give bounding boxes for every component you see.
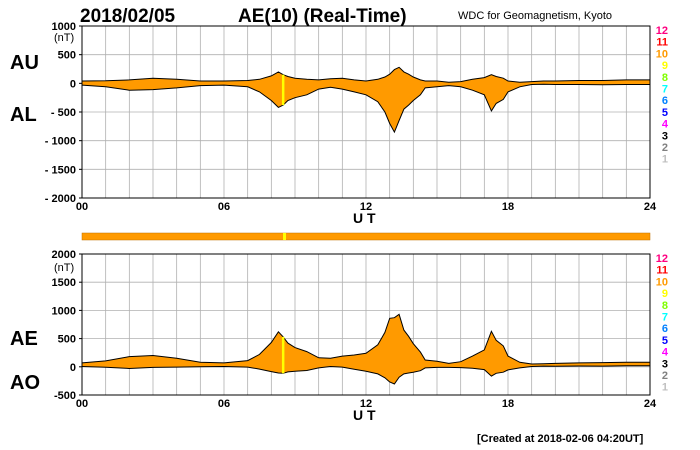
date-label: 2018/02/05	[80, 6, 176, 27]
au-label: AU	[10, 52, 39, 74]
top-station-number: 7	[662, 84, 668, 96]
top-ytick-label: 500	[58, 50, 76, 62]
top-station-number: 10	[656, 48, 668, 60]
status-bar-highlight	[283, 233, 286, 240]
bottom-series-ae-line	[81, 313, 650, 365]
top-series-al-line	[81, 83, 650, 134]
bottom-ytick-label: -500	[54, 390, 76, 402]
top-xtick-label: 12	[360, 201, 372, 213]
top-ytick-label: - 1500	[45, 164, 76, 176]
top-series-au-line	[81, 66, 650, 83]
top-ytick-label: - 500	[51, 107, 76, 119]
top-plot-frame	[81, 25, 651, 199]
bottom-xtick-label: 06	[218, 398, 230, 410]
bottom-xtick-label: 18	[502, 398, 514, 410]
bottom-area-fill	[82, 314, 650, 384]
chart-title: AE(10) (Real-Time)	[238, 6, 407, 27]
ao-label: AO	[10, 372, 40, 394]
top-station-number: 4	[662, 119, 669, 131]
bottom-unit-label: (nT)	[54, 262, 75, 274]
top-station-number: 9	[662, 60, 668, 72]
top-xtick-label: 18	[502, 201, 514, 213]
bottom-station-number: 9	[662, 288, 668, 300]
bottom-station-number: 4	[662, 347, 669, 359]
bottom-ytick-label: 1000	[52, 305, 76, 317]
bottom-station-number: 7	[662, 312, 668, 324]
bottom-station-number: 11	[656, 265, 668, 277]
bottom-station-number: 8	[662, 300, 668, 312]
bottom-station-number: 5	[662, 335, 668, 347]
top-unit-label: (nT)	[54, 32, 75, 44]
bottom-ytick-label: 2000	[52, 249, 76, 261]
ae-label: AE	[10, 328, 38, 350]
bottom-station-number: 2	[662, 370, 668, 382]
top-station-number: 12	[656, 25, 668, 37]
top-station-number: 5	[662, 107, 668, 119]
top-station-number: 8	[662, 72, 668, 84]
bottom-station-number: 10	[656, 276, 668, 288]
top-ytick-label: - 2000	[45, 193, 76, 205]
top-ytick-label: 0	[70, 78, 76, 90]
top-station-number: 3	[662, 130, 668, 142]
bottom-station-number: 12	[656, 253, 668, 265]
bottom-xtick-label: 00	[76, 398, 88, 410]
top-xtick-label: 00	[76, 201, 88, 213]
status-bar	[81, 232, 651, 241]
bottom-ytick-label: 0	[70, 362, 76, 374]
top-station-number: 2	[662, 142, 668, 154]
bottom-xtick-label: 12	[360, 398, 372, 410]
bottom-xtick-label: 24	[644, 398, 657, 410]
top-ytick-label: 1000	[52, 21, 76, 33]
created-label: [Created at 2018-02-06 04:20UT]	[477, 433, 644, 445]
bottom-station-number: 3	[662, 358, 668, 370]
al-label: AL	[10, 104, 37, 126]
top-xtick-label: 06	[218, 201, 230, 213]
source-label: WDC for Geomagnetism, Kyoto	[458, 10, 613, 22]
top-ytick-label: - 1000	[45, 136, 76, 148]
bottom-xlabel: U T	[353, 407, 376, 423]
top-xlabel: U T	[353, 210, 376, 226]
bottom-plot-frame	[81, 253, 651, 396]
bottom-ytick-label: 1500	[52, 277, 76, 289]
top-station-number: 1	[662, 154, 668, 166]
bottom-station-number: 6	[662, 323, 668, 335]
top-station-number: 11	[656, 37, 668, 49]
top-station-number: 6	[662, 95, 668, 107]
top-area-fill	[82, 67, 650, 133]
bottom-ytick-label: 500	[58, 334, 76, 346]
top-xtick-label: 24	[644, 201, 657, 213]
bottom-series-ao-line	[81, 365, 650, 385]
bottom-station-number: 1	[662, 382, 668, 394]
